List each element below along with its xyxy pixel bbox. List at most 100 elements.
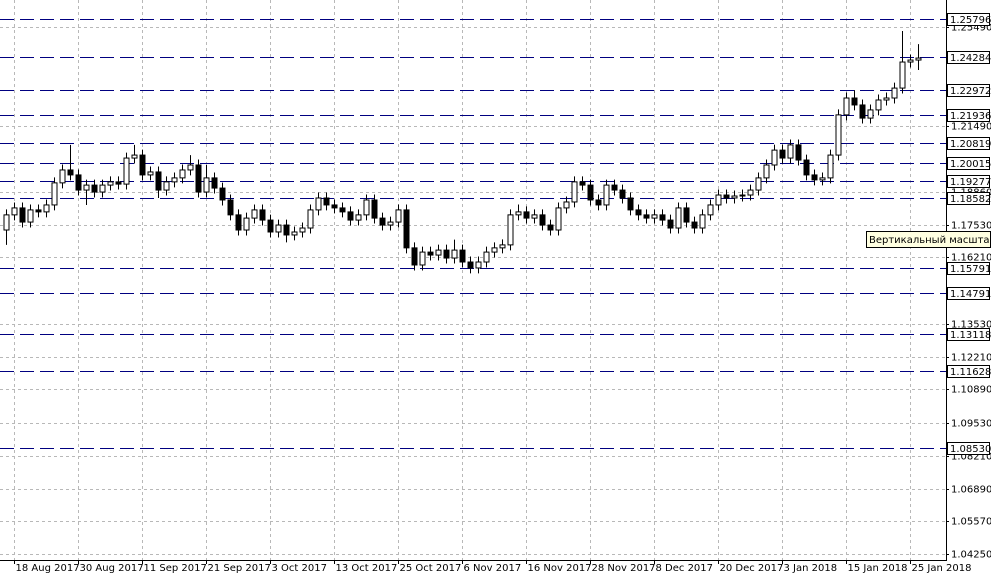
candle-body: [891, 87, 898, 99]
candle-body: [515, 211, 522, 216]
x-tick-label: 3 Jan 2018: [784, 563, 838, 574]
y-tick-label: 1.13530: [951, 320, 991, 331]
candle-body: [739, 194, 746, 197]
candle-body: [187, 164, 194, 171]
y-tick-label: 1.06890: [951, 485, 991, 496]
candle-body: [371, 199, 378, 219]
x-tick-label: 25 Oct 2017: [400, 563, 462, 574]
candle-body: [323, 197, 330, 206]
level-label-box: [947, 192, 990, 205]
candle-body: [107, 181, 114, 186]
level-label-box: [947, 328, 990, 341]
candle-body: [803, 159, 810, 176]
candle-body: [339, 207, 346, 213]
y-tick-label: 1.10890: [951, 385, 991, 396]
level-label: 1.24284: [950, 53, 991, 64]
candle-body: [635, 209, 642, 216]
x-tick-label: 21 Sep 2017: [208, 563, 271, 574]
candle-body: [171, 177, 178, 183]
level-label: 1.20819: [950, 139, 991, 150]
level-label-box: [947, 51, 990, 64]
candle-body: [459, 249, 466, 263]
candle-body: [499, 244, 506, 249]
candle-body: [131, 154, 138, 159]
candle-body: [419, 251, 426, 266]
candle-body: [91, 184, 98, 193]
candle-body: [771, 149, 778, 166]
candle-body: [883, 97, 890, 101]
candle-body: [403, 209, 410, 249]
tooltip: Вертикальный масштаб: [869, 235, 991, 246]
candle-body: [299, 227, 306, 233]
candle-body: [699, 214, 706, 229]
candle-body: [675, 207, 682, 229]
candle-body: [251, 209, 258, 219]
candle-body: [163, 181, 170, 191]
candle-body: [11, 207, 18, 216]
candle-body: [859, 104, 866, 119]
candle-body: [763, 164, 770, 179]
candle-body: [563, 201, 570, 209]
candle-body: [787, 144, 794, 159]
x-tick-label: 8 Dec 2017: [656, 563, 714, 574]
candle-body: [451, 249, 458, 259]
candle-body: [155, 171, 162, 191]
candle-body: [507, 214, 514, 246]
level-label: 1.15791: [950, 264, 991, 275]
candle-body: [867, 109, 874, 119]
y-tick-label: 1.09530: [951, 419, 991, 430]
candle-body: [643, 214, 650, 219]
candle-body: [355, 214, 362, 221]
y-tick-label: 1.17530: [951, 221, 991, 232]
y-tick-label: 1.05570: [951, 517, 991, 528]
candle-body: [259, 209, 266, 221]
candle-body: [243, 217, 250, 231]
candle-body: [67, 169, 74, 176]
candle-body: [59, 169, 66, 184]
candle-body: [795, 144, 802, 161]
candle-body: [899, 61, 906, 89]
candle-body: [435, 249, 442, 256]
candle-body: [531, 214, 538, 219]
candle-body: [83, 184, 90, 191]
candle-body: [427, 251, 434, 256]
candle-body: [491, 247, 498, 253]
candle-body: [19, 207, 26, 223]
candle-body: [915, 57, 922, 61]
candle-body: [395, 209, 402, 223]
candle-body: [907, 59, 914, 63]
candle-body: [203, 177, 210, 193]
candle-body: [475, 261, 482, 269]
level-label-box: [947, 137, 990, 150]
candle-body: [827, 154, 834, 179]
candle-body: [683, 207, 690, 223]
level-label-box: [947, 109, 990, 122]
y-tick-label: 1.21490: [951, 122, 991, 133]
candle-body: [659, 214, 666, 221]
candle-body: [43, 204, 50, 213]
level-label-box: [947, 262, 990, 275]
y-tick-label: 1.04250: [951, 550, 991, 561]
candle-body: [691, 221, 698, 229]
candle-body: [843, 97, 850, 116]
level-label: 1.25796: [950, 15, 991, 26]
y-tick-label: 1.16210: [951, 253, 991, 264]
candle-body: [35, 209, 42, 213]
level-label-box: [947, 13, 990, 26]
candle-body: [275, 224, 282, 233]
candle-body: [331, 204, 338, 209]
candle-body: [547, 224, 554, 231]
level-label: 1.21936: [950, 111, 991, 122]
candle-body: [627, 197, 634, 211]
candle-body: [315, 197, 322, 211]
x-tick-label: 25 Jan 2018: [912, 563, 972, 574]
candle-body: [723, 194, 730, 199]
level-label: 1.14791: [950, 289, 991, 300]
candle-body: [235, 214, 242, 231]
level-label: 1.19277: [950, 177, 991, 188]
candle-body: [347, 211, 354, 221]
candle-body: [51, 182, 58, 206]
candle-body: [667, 219, 674, 229]
candle-body: [219, 187, 226, 201]
